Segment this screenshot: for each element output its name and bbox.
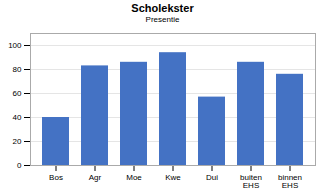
svg-text:Bos: Bos <box>49 173 63 182</box>
svg-text:60: 60 <box>13 89 22 98</box>
svg-text:20: 20 <box>13 137 22 146</box>
svg-text:Agr: Agr <box>89 173 102 182</box>
svg-text:100: 100 <box>8 41 22 50</box>
svg-text:80: 80 <box>13 65 22 74</box>
svg-text:40: 40 <box>13 113 22 122</box>
svg-text:Kwe: Kwe <box>165 173 181 182</box>
svg-text:buitenEHS: buitenEHS <box>240 173 262 190</box>
html-text:Presentie: Presentie <box>145 15 180 24</box>
svg-text:binnenEHS: binnenEHS <box>278 173 302 190</box>
svg-text:Moe: Moe <box>126 173 142 182</box>
svg-text:0: 0 <box>17 161 22 170</box>
svg-text:Dui: Dui <box>206 173 218 182</box>
html-text:Scholekster: Scholekster <box>131 2 194 14</box>
